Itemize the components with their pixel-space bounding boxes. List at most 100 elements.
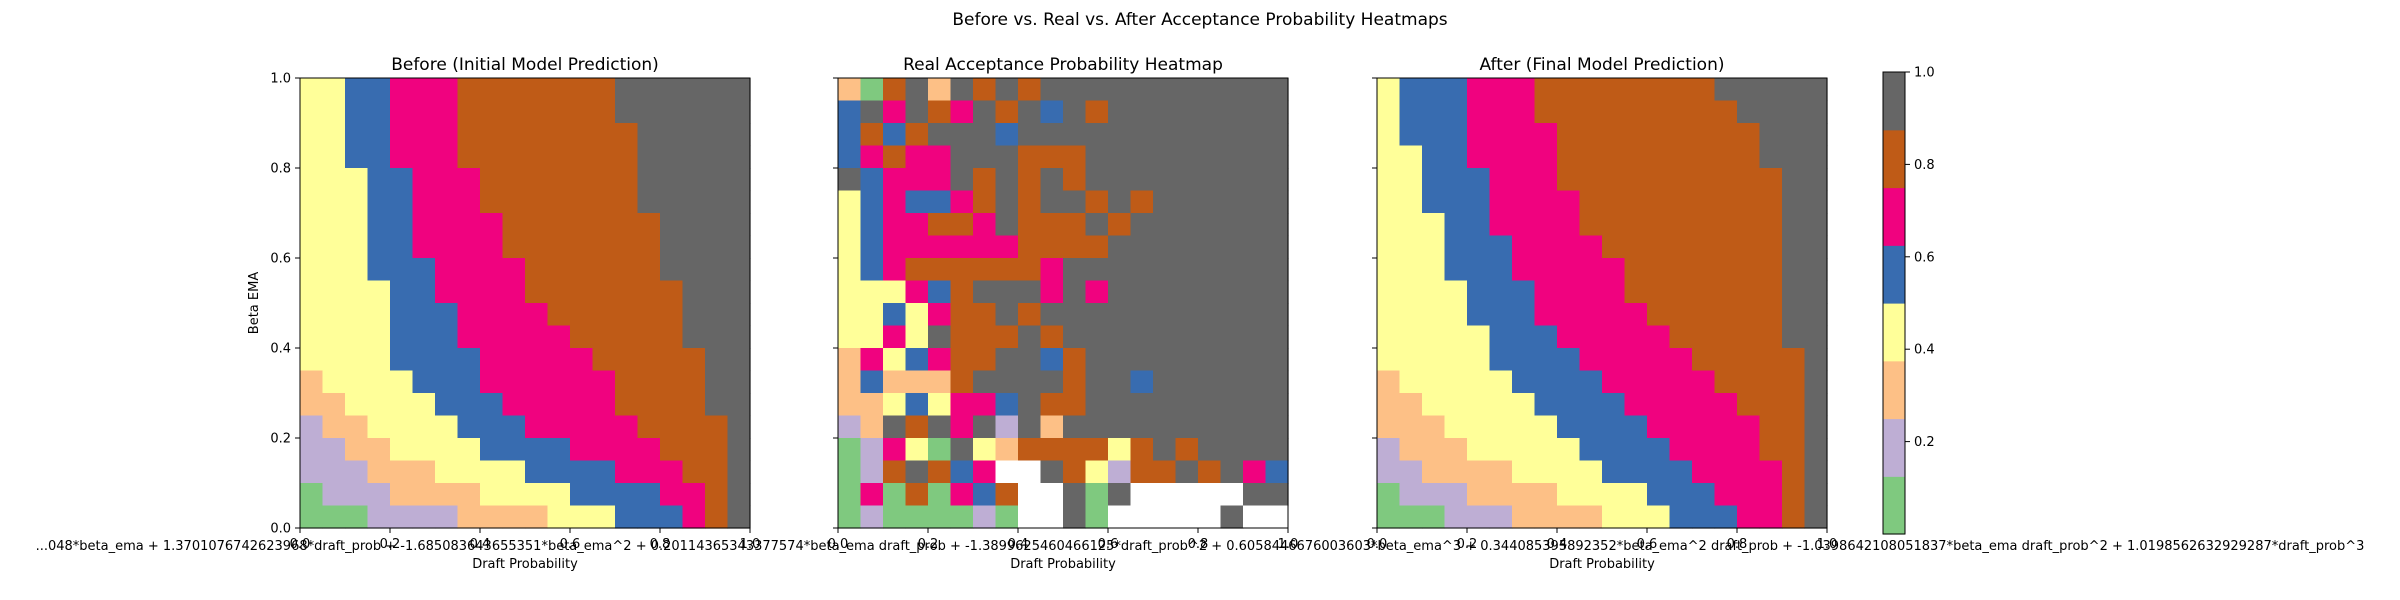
heatmap-cell (995, 123, 1019, 147)
heatmap-cell (1737, 348, 1761, 372)
colorbar-frame (1882, 71, 1906, 535)
heatmap-cell (1198, 190, 1222, 214)
heatmap-cell (1130, 325, 1154, 349)
heatmap-cell (390, 415, 414, 439)
heatmap-panel-1: Before (Initial Model Prediction) 0.0 0.2 0… (247, 55, 760, 572)
heatmap-cell (1647, 393, 1671, 417)
heatmap-cell (1489, 438, 1513, 462)
heatmap-cell (838, 235, 862, 259)
heatmap-cell (1444, 190, 1468, 214)
heatmap-cell (412, 325, 436, 349)
heatmap-cell (973, 460, 997, 484)
heatmap-cell (1265, 483, 1289, 507)
heatmap-cell (480, 123, 504, 147)
heatmap-cell (928, 123, 952, 147)
heatmap-cell (435, 438, 459, 462)
heatmap-cell (1737, 235, 1761, 259)
heatmap-cell (1624, 123, 1648, 147)
heatmap-cell (1153, 438, 1177, 462)
heatmap-cell (1782, 415, 1806, 439)
heatmap-cell (345, 78, 369, 102)
heatmap-cell (1557, 393, 1581, 417)
heatmap-cell (592, 438, 616, 462)
heatmap-cell (1444, 168, 1468, 192)
heatmap-cell (1040, 100, 1064, 124)
heatmap-cell (1782, 370, 1806, 394)
heatmap-cell (300, 505, 324, 529)
heatmap-cell (300, 393, 324, 417)
heatmap-cell (682, 370, 706, 394)
heatmap-cell (435, 123, 459, 147)
heatmap-cell (1759, 505, 1783, 529)
heatmap-cell (345, 123, 369, 147)
heatmap-cell (502, 438, 526, 462)
heatmap-cell (502, 190, 526, 214)
heatmap-cell (1265, 123, 1289, 147)
heatmap-cell (860, 483, 884, 507)
heatmap-cell (1377, 78, 1401, 102)
heatmap-cell (1579, 280, 1603, 304)
heatmap-cell (637, 460, 661, 484)
heatmap-cell (995, 415, 1019, 439)
heatmap-cell (727, 100, 751, 124)
heatmap-cell (1624, 190, 1648, 214)
heatmap-cell (570, 505, 594, 529)
panel-title: After (Final Model Prediction) (1480, 55, 1725, 75)
heatmap-cell (1399, 213, 1423, 237)
heatmap-cell (412, 258, 436, 282)
heatmap-cell (322, 393, 346, 417)
heatmap-cell (1422, 280, 1446, 304)
heatmap-cell (1647, 348, 1671, 372)
heatmap-cell (1399, 78, 1423, 102)
heatmap-cell (345, 483, 369, 507)
heatmap-cell (547, 393, 571, 417)
heatmap-cell (637, 145, 661, 169)
heatmap-cell (1153, 393, 1177, 417)
heatmap-cell (1602, 258, 1626, 282)
heatmap-cell (1175, 100, 1199, 124)
heatmap-cell (457, 303, 481, 327)
heatmap-cell (1647, 505, 1671, 529)
heatmap-cell (705, 258, 729, 282)
heatmap-cell (615, 415, 639, 439)
heatmap-cell (1579, 370, 1603, 394)
heatmap-cell (1489, 78, 1513, 102)
heatmap-cell (928, 100, 952, 124)
heatmap-cell (1692, 370, 1716, 394)
heatmap-cell (1467, 235, 1491, 259)
heatmap-cell (1624, 415, 1648, 439)
y-tick-label: 0.2 (270, 432, 291, 447)
heatmap-cell (1669, 505, 1693, 529)
heatmap-cell (637, 258, 661, 282)
heatmap-cell (480, 280, 504, 304)
heatmap-cell (1130, 145, 1154, 169)
heatmap-cell (928, 460, 952, 484)
heatmap-cell (1624, 393, 1648, 417)
heatmap-cell (1714, 460, 1738, 484)
heatmap-cell (1557, 145, 1581, 169)
heatmap-cell (660, 100, 684, 124)
heatmap-cell (1130, 438, 1154, 462)
heatmap-cell (525, 190, 549, 214)
heatmap-cell (1422, 190, 1446, 214)
heatmap-cell (838, 78, 862, 102)
heatmap-cell (1624, 213, 1648, 237)
heatmap-cell (412, 303, 436, 327)
heatmap-cell (435, 483, 459, 507)
heatmap-cell (570, 213, 594, 237)
heatmap-cell (1714, 325, 1738, 349)
heatmap-cell (682, 393, 706, 417)
heatmap-cell (367, 123, 391, 147)
heatmap-cell (705, 370, 729, 394)
heatmap-cell (1085, 190, 1109, 214)
y-tick-label: 0.6 (270, 252, 291, 267)
heatmap-cell (1085, 325, 1109, 349)
x-tick-label: 0.2 (1457, 537, 1478, 552)
heatmap-cell (322, 483, 346, 507)
heatmap-cell (1377, 235, 1401, 259)
heatmap-cell (1198, 280, 1222, 304)
colorbar-segment (1883, 245, 1905, 304)
heatmap-cell (1377, 348, 1401, 372)
heatmap-cell (390, 100, 414, 124)
heatmap-cell (480, 213, 504, 237)
